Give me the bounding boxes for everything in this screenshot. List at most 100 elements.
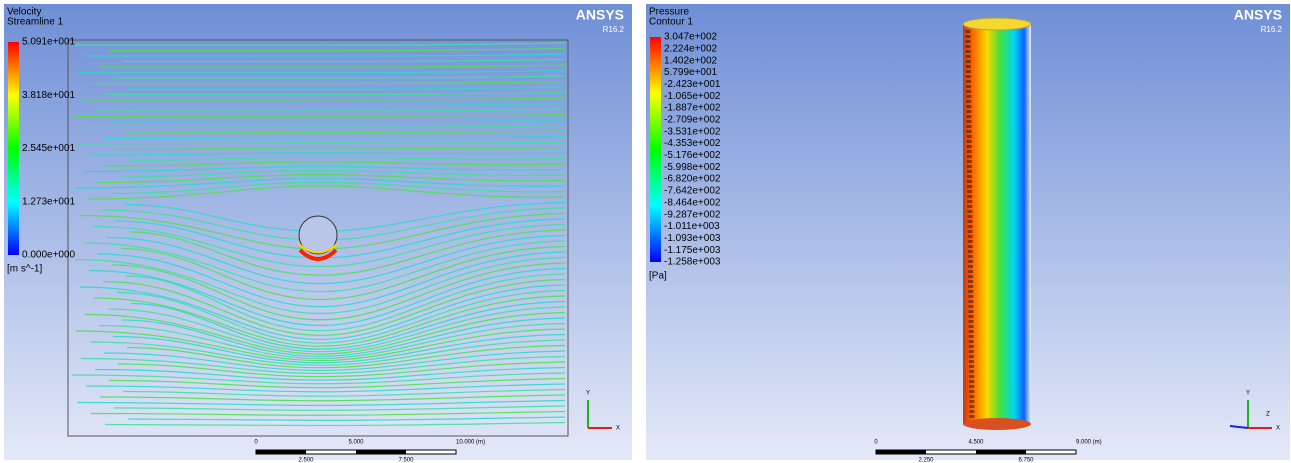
legend-label: -1.011e+003 xyxy=(664,221,720,232)
streamline xyxy=(74,256,566,315)
legend-label: 2.224e+002 xyxy=(664,43,718,54)
scale-label: 5.000 xyxy=(348,440,364,446)
cylinder xyxy=(298,215,338,255)
streamline xyxy=(102,278,566,336)
domain-box xyxy=(67,39,569,437)
brand: ANSYS xyxy=(1234,7,1282,23)
scale-bar xyxy=(356,450,406,454)
streamline xyxy=(88,267,566,327)
streamline xyxy=(113,75,566,79)
streamline xyxy=(127,416,566,421)
streamline xyxy=(105,161,566,167)
streamline xyxy=(106,234,566,285)
legend-label: 3.047e+002 xyxy=(664,32,718,43)
streamline xyxy=(127,86,566,90)
legend-label: 1.402e+002 xyxy=(664,55,718,66)
streamline xyxy=(129,229,566,276)
streamline xyxy=(77,141,566,145)
streamline xyxy=(128,156,566,162)
streamline xyxy=(82,165,566,173)
streamline xyxy=(108,47,566,52)
streamline xyxy=(126,344,566,369)
streamline xyxy=(76,399,566,407)
streamline xyxy=(112,333,566,364)
streamline xyxy=(89,339,566,366)
cylinder-bottom xyxy=(963,418,1031,430)
scale-bar xyxy=(976,450,1026,454)
legend-label: -4.353e+002 xyxy=(664,138,721,149)
legend-label: -9.287e+002 xyxy=(664,209,721,220)
axis-label: Y xyxy=(1246,391,1250,397)
streamline xyxy=(104,91,566,96)
version: R16.2 xyxy=(603,25,625,34)
streamline xyxy=(93,295,566,347)
scale-label: 2.250 xyxy=(918,458,934,463)
streamline xyxy=(125,273,566,332)
legend-unit: [Pa] xyxy=(649,271,667,282)
streamline xyxy=(92,223,566,268)
legend-label: 5.091e+001 xyxy=(22,37,76,48)
streamline xyxy=(120,245,566,301)
streamline xyxy=(107,306,566,353)
legend-label: 0.000e+000 xyxy=(22,250,76,261)
scale-label: 0 xyxy=(254,440,258,446)
streamline xyxy=(109,119,566,123)
legend-label: -2.709e+002 xyxy=(664,115,721,126)
legend-label: -3.531e+002 xyxy=(664,126,721,137)
legend-label: 5.799e+001 xyxy=(664,67,718,78)
streamline xyxy=(118,102,566,107)
legend-label: -1.887e+002 xyxy=(664,103,721,114)
axis-label: X xyxy=(616,426,620,432)
streamline xyxy=(103,350,566,372)
axis-label: Z xyxy=(1266,412,1270,418)
scale-label: 9.000 (m) xyxy=(1076,440,1102,446)
scale-label: 4.500 xyxy=(968,440,984,446)
panel-subtitle: Streamline 1 xyxy=(7,17,64,28)
legend-label: -1.175e+003 xyxy=(664,245,721,256)
scale-bar xyxy=(876,450,926,454)
streamline xyxy=(71,372,566,385)
streamline xyxy=(76,69,566,74)
streamline xyxy=(122,388,566,397)
streamline xyxy=(119,169,566,178)
legend-label: 1.273e+001 xyxy=(22,196,76,207)
streamline xyxy=(123,130,566,134)
pressure-cylinder xyxy=(963,24,1031,424)
scale-label: 6.750 xyxy=(1018,458,1034,463)
axis-label: X xyxy=(1276,426,1280,432)
legend-label: -1.093e+003 xyxy=(664,233,721,244)
legend-label: -5.998e+002 xyxy=(664,162,721,173)
legend-label: 3.818e+001 xyxy=(22,90,76,101)
legend-label: -1.065e+002 xyxy=(664,91,721,102)
scale-label: 7.500 xyxy=(398,458,414,463)
streamline xyxy=(81,97,566,101)
legend-label: -5.176e+002 xyxy=(664,150,721,161)
streamline xyxy=(97,251,566,308)
version: R16.2 xyxy=(1261,25,1283,34)
color-legend xyxy=(8,42,19,255)
mesh-shading xyxy=(965,29,975,421)
streamline xyxy=(90,410,566,416)
streamline xyxy=(116,289,566,344)
color-legend xyxy=(650,37,661,262)
streamline xyxy=(114,146,566,151)
legend-unit: [m s^-1] xyxy=(7,264,42,275)
streamline xyxy=(75,328,566,362)
streamline xyxy=(95,108,566,112)
panel-subtitle: Contour 1 xyxy=(649,17,693,28)
streamline xyxy=(96,173,566,184)
axis-label: Y xyxy=(586,391,590,397)
legend-label: -8.464e+002 xyxy=(664,197,721,208)
streamline xyxy=(90,80,566,85)
legend-label: 2.545e+001 xyxy=(22,143,76,154)
streamline xyxy=(79,284,566,341)
streamline xyxy=(84,311,566,355)
streamline xyxy=(121,317,566,357)
streamline xyxy=(71,42,566,46)
streamline xyxy=(73,177,566,189)
streamline xyxy=(99,64,566,68)
streamline xyxy=(110,181,566,195)
streamline xyxy=(85,383,566,393)
streamline xyxy=(91,152,566,156)
